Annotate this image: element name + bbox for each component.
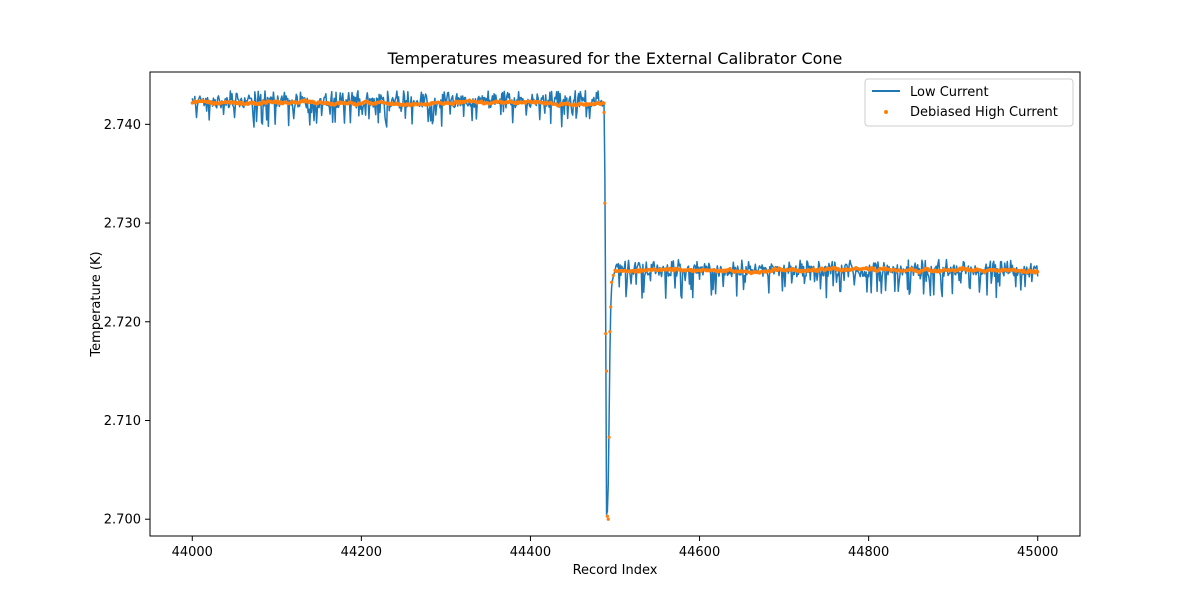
debiased-high-current-point — [606, 517, 610, 521]
y-tick-label: 2.710 — [104, 414, 141, 429]
y-tick-label: 2.720 — [104, 315, 141, 330]
x-tick-label: 44200 — [341, 545, 382, 560]
chart-title: Temperatures measured for the External C… — [387, 49, 843, 68]
debiased-high-current-point — [609, 305, 613, 309]
series-layer — [190, 90, 1040, 521]
y-tick-label: 2.740 — [104, 118, 141, 133]
legend-label-debiased-high-current: Debiased High Current — [910, 105, 1058, 120]
x-tick-label: 44000 — [172, 545, 213, 560]
plot-area — [150, 72, 1080, 536]
debiased-high-current-point — [604, 369, 609, 373]
debiased-high-current-point — [608, 330, 612, 334]
legend-label-low-current: Low Current — [910, 85, 989, 100]
legend-swatch-debiased-high-current — [884, 110, 888, 114]
legend: Low Current Debiased High Current — [864, 78, 1074, 127]
x-tick-label: 44800 — [848, 545, 889, 560]
x-axis-label: Record Index — [573, 563, 658, 578]
y-axis-label: Temperature (K) — [89, 251, 104, 357]
x-axis: 44000 44200 44400 44600 44800 45000 — [172, 536, 1058, 560]
debiased-high-current-point — [605, 514, 609, 518]
y-tick-label: 2.730 — [104, 217, 141, 232]
plot-frame — [149, 71, 1081, 537]
debiased-high-current-point — [603, 201, 607, 205]
debiased-high-current-point — [602, 101, 606, 105]
legend-frame — [864, 78, 1074, 127]
debiased-high-current-point — [607, 435, 611, 439]
debiased-high-current-point — [610, 280, 614, 284]
y-axis: 2.700 2.710 2.720 2.730 2.740 — [104, 118, 150, 528]
y-tick-label: 2.700 — [104, 513, 141, 528]
debiased-high-current-point — [602, 110, 606, 115]
x-tick-label: 45000 — [1017, 545, 1058, 560]
debiased-high-current-point — [1036, 270, 1040, 274]
x-tick-label: 44400 — [510, 545, 551, 560]
debiased-high-current-point — [611, 273, 615, 277]
x-tick-label: 44600 — [679, 545, 720, 560]
debiased-high-current-point — [604, 332, 608, 336]
series-debiased-high-current-points — [190, 98, 1040, 521]
